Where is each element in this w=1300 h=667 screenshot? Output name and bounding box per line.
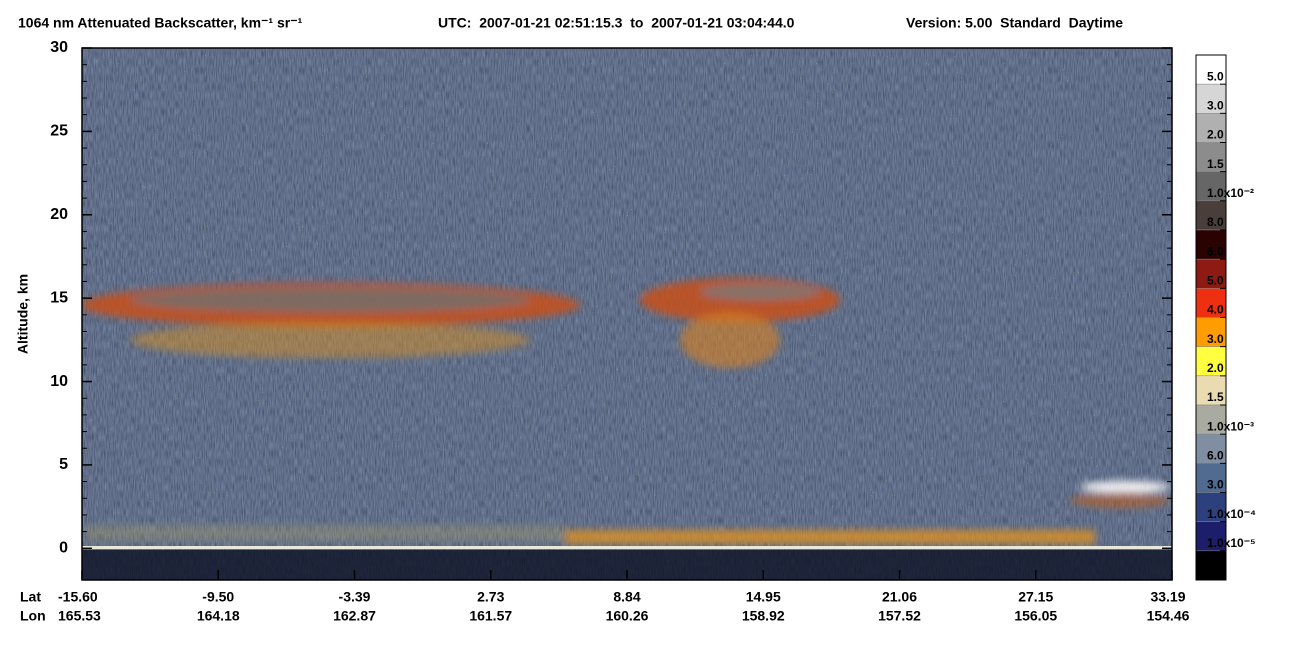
chart-title: 1064 nm Attenuated Backscatter, km⁻¹ sr⁻… <box>18 15 303 31</box>
cloud <box>130 288 530 312</box>
time-range: UTC: 2007-01-21 02:51:15.3 to 2007-01-21… <box>438 15 795 31</box>
colorbar-swatch <box>1195 200 1227 231</box>
x-tick-label: 21.06 <box>882 589 917 605</box>
y-tick-label: 25 <box>50 123 68 140</box>
low-clouds <box>85 481 1170 544</box>
colorbar-label: 3.0 <box>1207 478 1224 492</box>
colorbar-swatch <box>1195 142 1227 172</box>
colorbar-label: 1.5 <box>1207 157 1224 171</box>
plot-image <box>82 48 1172 580</box>
cloud <box>1080 481 1170 493</box>
colorbar-label: 5.0 <box>1207 69 1224 83</box>
y-axis-label: Altitude, km <box>15 274 31 354</box>
colorbar-label: 4.0 <box>1207 303 1224 317</box>
cloud <box>700 284 820 300</box>
colorbar-label: 6.0 <box>1207 449 1224 463</box>
x-tick-label: 160.26 <box>606 608 649 624</box>
colorbar-label: 6.0 <box>1207 244 1224 258</box>
y-tick-label: 5 <box>59 456 68 473</box>
x-tick-label: 27.15 <box>1018 589 1053 605</box>
x-tick-label: -15.60 <box>58 589 98 605</box>
colorbar-swatch <box>1195 375 1227 406</box>
y-tick-label: 20 <box>50 206 68 223</box>
cloud <box>1070 492 1170 508</box>
x-tick-label: 8.84 <box>613 589 640 605</box>
colorbar-label: 8.0 <box>1207 215 1224 229</box>
x-tick-label: 156.05 <box>1014 608 1057 624</box>
colorbar-label: 1.5 <box>1207 390 1224 404</box>
cloud <box>680 312 780 368</box>
y-tick-label: 10 <box>50 373 68 390</box>
colorbar-swatch <box>1195 258 1227 289</box>
x-row-label: Lon <box>20 608 46 624</box>
x-tick-label: 165.53 <box>58 608 101 624</box>
colorbar-label: 1.0x10⁻⁵ <box>1207 536 1256 550</box>
version: Version: 5.00 Standard Daytime <box>906 15 1123 31</box>
x-tick-label: 14.95 <box>746 589 781 605</box>
colorbar-swatch <box>1195 113 1227 143</box>
colorbar-swatch <box>1195 433 1227 464</box>
y-tick-label: 0 <box>59 540 68 557</box>
colorbar-label: 1.0x10⁻³ <box>1207 419 1254 433</box>
x-tick-label: 161.57 <box>469 608 512 624</box>
colorbar-label: 3.0 <box>1207 332 1224 346</box>
x-row-label: Lat <box>20 589 41 605</box>
x-tick-label: -9.50 <box>202 589 234 605</box>
x-tick-label: 157.52 <box>878 608 921 624</box>
colorbar: 5.0 3.0 2.0 1.5 1.0x10⁻² 8.0 6.0 5.0 4.0 3.0 2.0 1.… <box>1195 54 1256 581</box>
high-clouds <box>82 278 840 368</box>
colorbar-label: 1.0x10⁻⁴ <box>1207 507 1256 521</box>
cloud <box>130 322 530 358</box>
x-tick-label: 2.73 <box>477 589 504 605</box>
colorbar-swatch <box>1195 404 1227 435</box>
x-tick-label: 33.19 <box>1150 589 1185 605</box>
colorbar-label: 2.0 <box>1207 361 1224 375</box>
colorbar-label: 3.0 <box>1207 99 1224 113</box>
x-tick-label: 154.46 <box>1147 608 1190 624</box>
y-tick-label: 30 <box>50 39 68 56</box>
x-tick-label: 164.18 <box>197 608 240 624</box>
colorbar-label: 5.0 <box>1207 274 1224 288</box>
colorbar-label: 1.0x10⁻² <box>1207 186 1254 200</box>
colorbar-label: 2.0 <box>1207 128 1224 142</box>
x-tick-label: 162.87 <box>333 608 376 624</box>
x-tick-label: -3.39 <box>339 589 371 605</box>
x-tick-label: 158.92 <box>742 608 785 624</box>
cloud <box>85 525 565 541</box>
y-tick-label: 15 <box>50 289 68 306</box>
colorbar-swatch <box>1195 550 1227 581</box>
cloud <box>565 530 1095 544</box>
surface-line <box>82 546 1172 549</box>
